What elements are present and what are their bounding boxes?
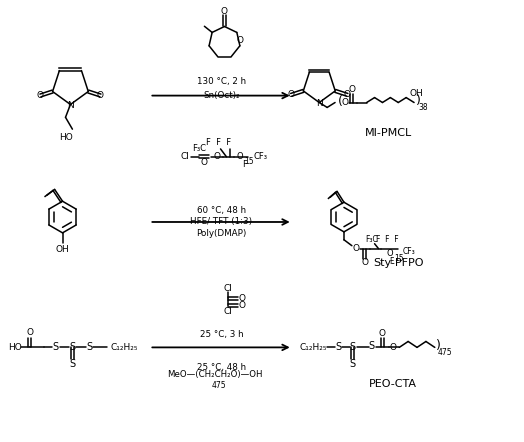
Text: HO: HO [8, 343, 22, 352]
Text: 25 °C, 48 h: 25 °C, 48 h [197, 362, 246, 372]
Text: OH: OH [409, 89, 423, 98]
Text: ): ) [436, 339, 441, 352]
Text: F  F  F: F F F [206, 138, 231, 148]
Text: 15: 15 [244, 157, 254, 166]
Text: O: O [237, 36, 244, 45]
Text: O: O [386, 249, 392, 258]
Text: O: O [239, 293, 246, 302]
Text: PEO-CTA: PEO-CTA [369, 379, 417, 389]
Text: S: S [350, 359, 356, 369]
Text: S: S [368, 341, 375, 351]
Text: O: O [288, 90, 294, 99]
Text: 475: 475 [211, 381, 226, 390]
Text: S: S [86, 343, 92, 352]
Text: S: S [335, 343, 341, 352]
Text: O: O [344, 90, 351, 99]
Text: O: O [37, 91, 44, 100]
Text: MI-PMCL: MI-PMCL [365, 128, 412, 138]
Text: Cl: Cl [224, 284, 233, 293]
Text: C₁₂H₂₅: C₁₂H₂₅ [111, 343, 138, 352]
Text: F₃C: F₃C [365, 235, 378, 244]
Text: Cl: Cl [181, 152, 189, 161]
Text: O: O [239, 301, 246, 310]
Text: CF₃: CF₃ [403, 247, 416, 256]
Text: Sty-PFPO: Sty-PFPO [373, 259, 423, 268]
Text: CF₃: CF₃ [253, 152, 267, 161]
Text: O: O [390, 343, 397, 352]
Text: F  F  F: F F F [376, 235, 399, 244]
Text: 15: 15 [395, 254, 404, 263]
Text: 475: 475 [438, 348, 452, 357]
Text: S: S [350, 343, 356, 352]
Text: O: O [200, 158, 207, 167]
Text: O: O [97, 91, 104, 100]
Text: 130 °C, 2 h: 130 °C, 2 h [197, 77, 246, 86]
Text: F: F [242, 160, 247, 169]
Text: F₃C: F₃C [192, 145, 206, 153]
Text: O: O [213, 152, 220, 161]
Text: S: S [52, 343, 59, 352]
Text: S: S [69, 343, 75, 352]
Text: (: ( [337, 95, 343, 108]
Text: O: O [352, 244, 359, 253]
Text: O: O [361, 258, 368, 267]
Text: HFE/ TFT (1:3): HFE/ TFT (1:3) [190, 217, 253, 226]
Text: N: N [67, 101, 74, 110]
Text: 38: 38 [418, 103, 428, 112]
Text: ): ) [416, 94, 420, 107]
Text: 25 °C, 3 h: 25 °C, 3 h [200, 330, 243, 339]
Text: O: O [379, 329, 386, 338]
Text: C₁₂H₂₅: C₁₂H₂₅ [300, 343, 327, 352]
Text: N: N [316, 99, 323, 108]
Text: O: O [221, 7, 228, 16]
Text: Sn(Oct)₂: Sn(Oct)₂ [203, 91, 240, 100]
Text: Cl: Cl [224, 307, 233, 316]
Text: O: O [26, 328, 34, 337]
Text: HO: HO [60, 133, 73, 141]
Text: MeO—(CH₂CH₂O)—OH: MeO—(CH₂CH₂O)—OH [167, 370, 263, 378]
Text: O: O [348, 85, 355, 94]
Text: Poly(DMAP): Poly(DMAP) [196, 229, 247, 238]
Text: F: F [389, 257, 394, 266]
Text: O: O [237, 152, 244, 161]
Text: O: O [342, 98, 348, 107]
Text: S: S [69, 359, 75, 369]
Text: 60 °C, 48 h: 60 °C, 48 h [197, 206, 246, 215]
Text: OH: OH [56, 245, 69, 254]
